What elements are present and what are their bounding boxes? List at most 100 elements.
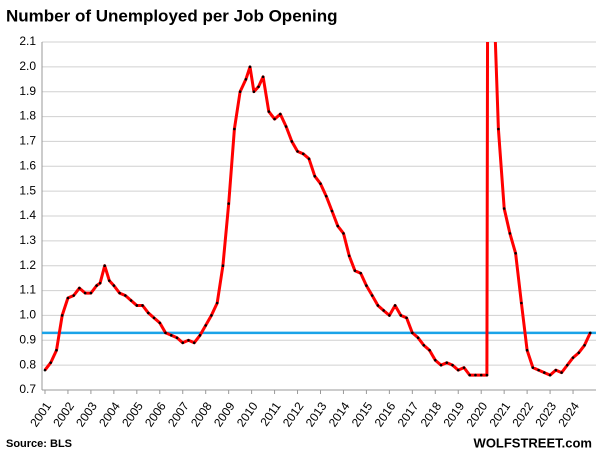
data-point xyxy=(588,331,592,335)
data-point xyxy=(210,314,213,317)
data-point xyxy=(238,90,242,94)
x-tick-label: 2008 xyxy=(188,399,215,429)
data-point xyxy=(508,232,512,235)
data-point xyxy=(422,343,426,347)
data-point xyxy=(72,294,75,297)
data-point xyxy=(405,316,408,320)
x-tick-label: 2016 xyxy=(372,399,399,429)
x-tick-label: 2001 xyxy=(27,399,54,429)
x-tick-label: 2023 xyxy=(532,399,559,429)
data-point xyxy=(493,16,496,19)
data-point xyxy=(279,112,282,116)
x-tick-label: 2011 xyxy=(257,399,283,428)
data-point xyxy=(531,366,535,369)
data-point xyxy=(192,341,196,345)
y-tick-label: 1.9 xyxy=(19,84,36,98)
x-tick-label: 2013 xyxy=(303,399,330,429)
data-point xyxy=(89,291,93,295)
data-point xyxy=(520,301,523,305)
data-point xyxy=(485,373,489,377)
data-point xyxy=(571,356,575,359)
data-point xyxy=(284,125,288,128)
x-tick-label: 2017 xyxy=(395,399,422,429)
data-point xyxy=(147,311,150,315)
data-point xyxy=(227,202,230,205)
y-tick-label: 1.2 xyxy=(19,258,36,272)
data-point xyxy=(290,140,294,143)
data-point xyxy=(187,338,190,342)
y-tick-label: 1.3 xyxy=(19,233,36,247)
data-point xyxy=(273,117,276,121)
data-point xyxy=(129,299,133,302)
y-tick-label: 0.7 xyxy=(19,382,36,396)
y-tick-label: 1.4 xyxy=(19,208,36,222)
data-point xyxy=(359,271,362,275)
data-point xyxy=(135,304,139,307)
data-point xyxy=(330,209,334,213)
y-tick-label: 0.9 xyxy=(19,332,36,346)
data-point xyxy=(95,284,98,287)
data-point xyxy=(577,351,581,355)
y-tick-label: 2.0 xyxy=(19,59,36,73)
data-point xyxy=(411,331,414,335)
data-point xyxy=(537,368,540,372)
x-tick-label: 2019 xyxy=(441,399,468,429)
data-point xyxy=(319,182,322,185)
x-tick-label: 2021 xyxy=(486,399,513,429)
data-point xyxy=(474,373,477,377)
y-tick-label: 2.1 xyxy=(19,34,36,48)
x-tick-label: 2015 xyxy=(349,399,376,429)
data-point xyxy=(554,368,558,372)
plot-area xyxy=(43,16,592,377)
data-point xyxy=(296,150,299,153)
data-point xyxy=(428,348,431,352)
data-point xyxy=(451,363,454,367)
x-tick-label: 2003 xyxy=(73,399,100,429)
data-point xyxy=(336,224,340,228)
data-point xyxy=(307,157,311,161)
x-tick-label: 2004 xyxy=(96,399,123,429)
data-point xyxy=(118,291,121,295)
x-tick-label: 2024 xyxy=(555,399,582,429)
data-point xyxy=(55,348,58,352)
data-point xyxy=(248,65,252,69)
x-tick-label: 2012 xyxy=(280,399,307,429)
data-point xyxy=(502,207,506,210)
data-point xyxy=(66,296,70,300)
data-point xyxy=(252,90,256,94)
data-point xyxy=(261,75,265,79)
y-tick-label: 1.0 xyxy=(19,308,36,322)
y-tick-label: 1.5 xyxy=(19,183,36,197)
data-point xyxy=(141,304,144,307)
data-point xyxy=(60,314,64,317)
data-point xyxy=(583,343,586,347)
credit: WOLFSTREET.com xyxy=(474,435,592,450)
data-point xyxy=(158,321,162,325)
data-point xyxy=(525,348,529,352)
x-tick-label: 2010 xyxy=(234,399,261,429)
data-point xyxy=(399,314,403,317)
data-point xyxy=(233,127,236,131)
data-point xyxy=(353,269,357,272)
data-point xyxy=(514,251,517,255)
data-point xyxy=(433,358,437,362)
data-point xyxy=(548,373,552,377)
data-point xyxy=(49,361,53,364)
data-point xyxy=(365,284,368,287)
data-point xyxy=(175,336,179,340)
data-point xyxy=(244,77,248,81)
x-tick-label: 2005 xyxy=(119,399,146,429)
data-point xyxy=(83,291,87,295)
data-point xyxy=(169,334,173,337)
data-point xyxy=(566,363,569,367)
data-point xyxy=(124,294,127,297)
chart-title: Number of Unemployed per Job Opening xyxy=(6,6,338,25)
data-point xyxy=(313,174,317,178)
data-point xyxy=(479,373,483,377)
data-point xyxy=(445,361,449,364)
data-point xyxy=(204,324,207,327)
x-tick-label: 2020 xyxy=(463,399,490,429)
data-line xyxy=(43,42,592,377)
data-point xyxy=(468,373,472,377)
